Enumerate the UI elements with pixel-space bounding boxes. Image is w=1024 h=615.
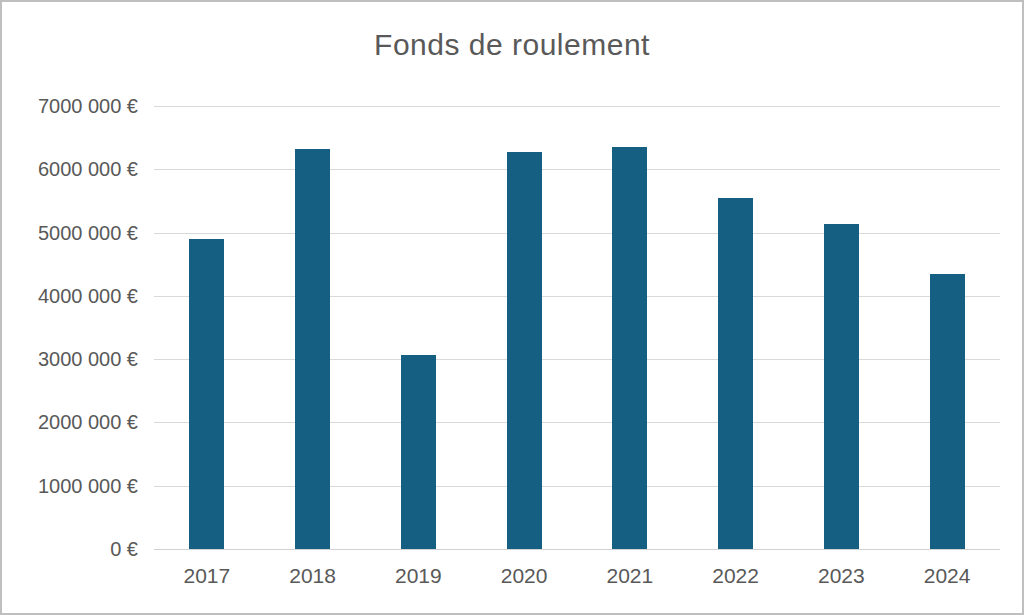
y-axis-tick-label: 7000 000 € (38, 95, 138, 118)
chart-image: Fonds de roulement 0 € 1000 000 € 2000 000… (0, 0, 1024, 615)
y-axis-tick-label: 0 € (110, 538, 138, 561)
y-axis-tick-label: 6000 000 € (38, 158, 138, 181)
y-axis-tick-label: 1000 000 € (38, 474, 138, 497)
x-axis-baseline (154, 549, 1000, 550)
gridline (154, 233, 1000, 234)
bar-2020 (507, 152, 542, 549)
x-axis-category-label: 2017 (184, 564, 231, 588)
gridline (154, 169, 1000, 170)
bar-2019 (401, 355, 436, 549)
x-axis-category-label: 2019 (395, 564, 442, 588)
gridline (154, 359, 1000, 360)
plot-area (154, 106, 1000, 549)
bar-2018 (295, 149, 330, 549)
bar-2024 (930, 274, 965, 549)
bar-2017 (189, 239, 224, 549)
x-axis: 2017 2018 2019 2020 2021 2022 2023 2024 (154, 564, 1000, 594)
bar-2023 (824, 224, 859, 549)
y-axis: 0 € 1000 000 € 2000 000 € 3000 000 € 4000 00… (2, 2, 138, 615)
bar-2021 (612, 147, 647, 549)
x-axis-category-label: 2018 (289, 564, 336, 588)
x-axis-category-label: 2021 (607, 564, 654, 588)
y-axis-tick-label: 3000 000 € (38, 348, 138, 371)
x-axis-category-label: 2024 (924, 564, 971, 588)
y-axis-tick-label: 5000 000 € (38, 221, 138, 244)
x-axis-category-label: 2020 (501, 564, 548, 588)
gridline (154, 422, 1000, 423)
bar-2022 (718, 198, 753, 549)
chart-title: Fonds de roulement (2, 28, 1022, 62)
x-axis-category-label: 2023 (818, 564, 865, 588)
gridline (154, 486, 1000, 487)
gridline (154, 106, 1000, 107)
y-axis-tick-label: 2000 000 € (38, 411, 138, 434)
y-axis-tick-label: 4000 000 € (38, 284, 138, 307)
x-axis-category-label: 2022 (712, 564, 759, 588)
gridline (154, 296, 1000, 297)
